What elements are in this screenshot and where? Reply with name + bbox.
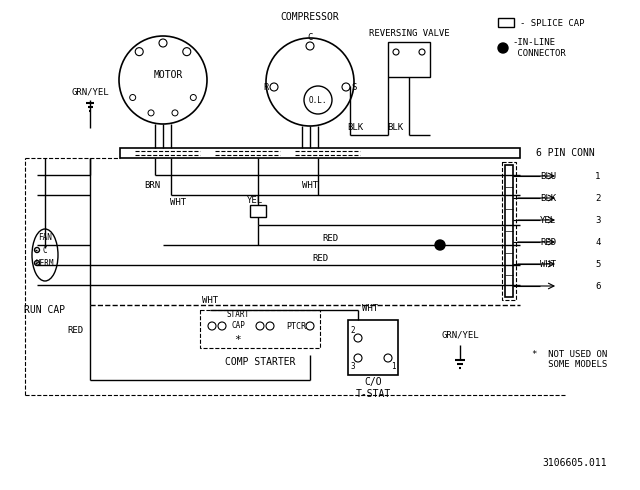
Text: COMP STARTER: COMP STARTER (225, 357, 295, 367)
Bar (388, 42, 430, 77)
Circle shape (498, 43, 508, 53)
Text: HERM: HERM (36, 259, 54, 268)
Text: GRN/YEL: GRN/YEL (71, 88, 109, 97)
Text: BLK: BLK (387, 122, 403, 131)
Text: 1: 1 (390, 362, 396, 370)
Circle shape (435, 240, 445, 250)
Text: FAN: FAN (38, 232, 52, 242)
Text: - SPLICE CAP: - SPLICE CAP (520, 19, 584, 27)
Text: WHT: WHT (202, 295, 218, 304)
Text: *: * (235, 335, 241, 345)
Bar (505, 165, 513, 297)
Text: WHT: WHT (302, 180, 318, 190)
Bar (120, 148, 520, 158)
Bar (200, 310, 320, 348)
Text: YEL: YEL (540, 216, 556, 224)
Text: 3106605.011: 3106605.011 (543, 458, 607, 468)
Text: 2: 2 (351, 325, 355, 335)
Text: 2: 2 (595, 194, 600, 202)
Text: RUN CAP: RUN CAP (24, 305, 65, 315)
Text: 4: 4 (595, 238, 600, 246)
Text: WHT: WHT (170, 197, 186, 206)
Bar (250, 205, 266, 217)
Bar (348, 320, 398, 375)
Text: GRN/YEL: GRN/YEL (441, 330, 479, 340)
Text: MOTOR: MOTOR (154, 70, 182, 80)
Text: BLK: BLK (540, 194, 556, 202)
Text: C/O
T-STAT: C/O T-STAT (355, 377, 390, 399)
Text: 6: 6 (595, 281, 600, 291)
Text: START
CAP: START CAP (227, 310, 250, 330)
Text: 3: 3 (595, 216, 600, 224)
Text: REVERSING VALVE: REVERSING VALVE (369, 29, 449, 39)
Bar (498, 18, 514, 27)
Text: WHT: WHT (540, 260, 556, 269)
Text: S: S (351, 82, 356, 92)
Text: O.L.: O.L. (308, 96, 327, 104)
Text: -IN-LINE
 CONNECTOR: -IN-LINE CONNECTOR (512, 38, 566, 58)
Text: 1: 1 (595, 172, 600, 180)
Text: C: C (307, 33, 313, 43)
Text: BLU: BLU (540, 172, 556, 180)
Text: 5: 5 (595, 260, 600, 269)
Text: PTCR: PTCR (286, 321, 306, 330)
Text: WHT: WHT (362, 303, 378, 313)
Text: RED: RED (67, 325, 83, 335)
Text: R: R (263, 82, 269, 92)
Text: RED: RED (540, 238, 556, 246)
Text: COMPRESSOR: COMPRESSOR (280, 12, 339, 22)
Text: BRN: BRN (144, 180, 160, 190)
Text: BLK: BLK (347, 122, 363, 131)
Text: C: C (43, 245, 47, 254)
Text: *  NOT USED ON
   SOME MODELS: * NOT USED ON SOME MODELS (532, 350, 607, 369)
Bar (502, 162, 516, 300)
Text: 6 PIN CONN: 6 PIN CONN (536, 148, 595, 158)
Text: RED: RED (322, 234, 338, 243)
Text: YEL: YEL (247, 196, 263, 204)
Text: 3: 3 (351, 362, 355, 370)
Text: RED: RED (312, 253, 328, 263)
